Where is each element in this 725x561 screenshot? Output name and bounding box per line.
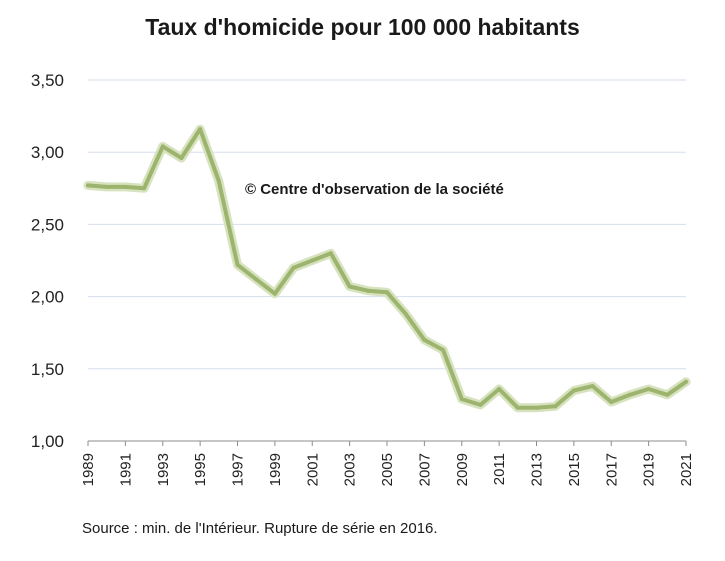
x-tick-label: 1989 <box>80 453 97 486</box>
data-point <box>422 337 427 342</box>
y-tick-label: 3,50 <box>31 71 64 90</box>
x-axis-tick-labels: 1989 1991 1993 1995 1997 1999 2001 2003 2005 2007… <box>80 453 695 486</box>
data-point <box>123 184 128 189</box>
data-point <box>291 265 296 270</box>
y-tick-label: 3,00 <box>31 143 64 162</box>
grid-lines <box>88 79 686 370</box>
data-point <box>160 144 165 149</box>
series-line-glow <box>83 124 691 413</box>
series-layer <box>83 124 691 413</box>
x-tick-label: 1993 <box>155 453 172 486</box>
x-tick-label: 2005 <box>379 453 396 486</box>
x-tick-label: 2007 <box>416 453 433 486</box>
data-point <box>216 179 221 184</box>
x-axis <box>87 440 687 446</box>
data-point <box>235 262 240 267</box>
chart-title: Taux d'homicide pour 100 000 habitants <box>145 14 580 40</box>
data-point <box>385 290 389 295</box>
y-tick-label: 2,00 <box>31 288 64 307</box>
data-point <box>366 288 371 293</box>
data-point <box>142 186 147 191</box>
data-point <box>609 400 614 405</box>
x-tick-label: 1997 <box>230 453 247 486</box>
data-point <box>478 402 483 407</box>
data-point <box>179 155 184 160</box>
data-point <box>590 384 595 389</box>
x-tick-label: 2003 <box>342 453 359 486</box>
series-line <box>86 127 688 410</box>
data-point <box>497 387 502 392</box>
x-tick-label: 2011 <box>491 453 508 485</box>
x-tick-label: 1999 <box>267 453 284 486</box>
data-point <box>254 277 259 282</box>
y-tick-label: 1,50 <box>31 360 64 379</box>
data-point <box>515 405 520 410</box>
x-tick-label: 2017 <box>603 453 620 486</box>
data-point <box>347 284 352 289</box>
data-point <box>684 379 688 384</box>
x-tick-label: 2019 <box>641 453 658 486</box>
y-tick-label: 2,50 <box>31 215 64 234</box>
data-point <box>534 405 539 410</box>
data-point <box>272 291 277 296</box>
data-point <box>441 348 446 353</box>
copyright-annotation: © Centre d'observation de la société <box>245 181 504 198</box>
data-point <box>459 397 464 402</box>
x-tick-label: 2001 <box>304 453 321 486</box>
x-tick-label: 2013 <box>529 453 546 486</box>
x-tick-label: 2021 <box>678 453 695 486</box>
data-point <box>104 184 109 189</box>
data-point <box>328 251 333 256</box>
x-tick-label: 2015 <box>566 453 583 486</box>
y-axis-tick-labels: 1,00 1,50 2,00 2,50 3,00 3,50 <box>31 71 64 451</box>
data-point <box>665 392 670 397</box>
x-tick-label: 1991 <box>117 453 134 486</box>
data-point <box>571 388 576 393</box>
data-point <box>627 392 632 397</box>
data-point <box>553 404 558 409</box>
x-tick-label: 2009 <box>454 453 471 486</box>
data-point <box>86 183 90 188</box>
x-tick-label: 1995 <box>192 453 209 486</box>
data-point <box>198 127 203 132</box>
source-note: Source : min. de l'Intérieur. Rupture de… <box>82 520 438 537</box>
y-tick-label: 1,00 <box>31 432 64 451</box>
data-point <box>403 311 408 316</box>
data-point <box>310 258 315 263</box>
data-point <box>646 387 651 392</box>
